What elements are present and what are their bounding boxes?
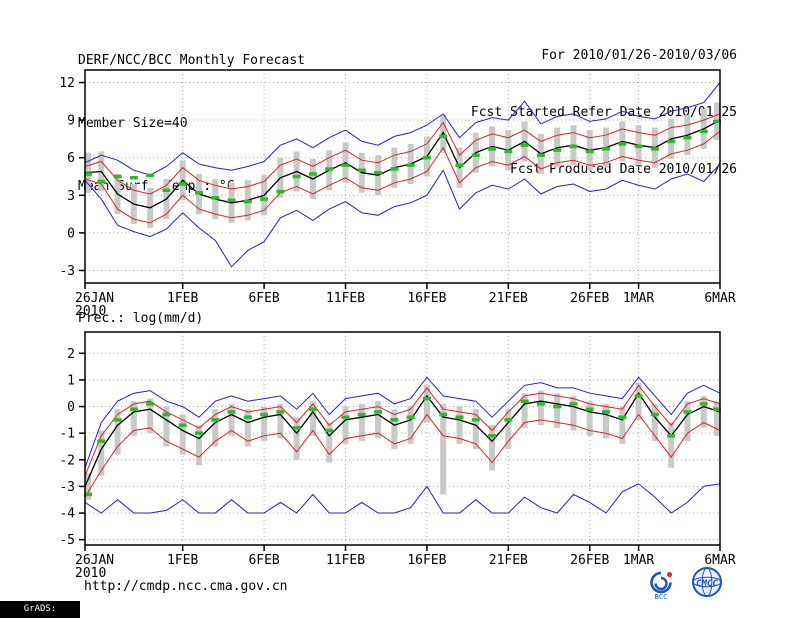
x-tick-label: 26FEB: [570, 553, 609, 568]
x-tick-label: 26FEB: [570, 291, 609, 306]
cmcc-logo-label: CMCC: [696, 579, 718, 589]
ensemble-mean-line: [84, 392, 721, 487]
ensemble-min-line: [84, 483, 721, 514]
x-tick-label: 1FEB: [167, 553, 198, 568]
forecast-range-label: For 2010/01/26-2010/03/06: [541, 48, 737, 63]
bcc-logo-label: BCC: [655, 593, 668, 601]
precip-panel-title: Prec.: log(mm/d): [78, 311, 204, 326]
y-tick-label: -2: [59, 453, 75, 468]
x-tick-label: 6FEB: [248, 553, 279, 568]
lower-quartile-line: [84, 413, 721, 498]
upper-quartile-line: [84, 113, 721, 195]
x-tick-label: 11FEB: [326, 553, 365, 568]
x-tick-label: 26JAN: [75, 553, 114, 568]
bcc-logo: BCC: [650, 571, 673, 601]
y-tick-label: -4: [59, 507, 75, 522]
lower-quartile-line: [84, 131, 721, 224]
website-url[interactable]: http://cmdp.ncc.cma.gov.cn: [84, 579, 288, 594]
plot-frame: [84, 331, 721, 546]
grads-credit: GrADS: COLA/IGES: [0, 601, 80, 618]
bcc-red-dot: [666, 571, 673, 578]
y-tick-label: 0: [67, 400, 75, 415]
x-tick-label: 1MAR: [623, 291, 654, 306]
bcc-swirl-inner: [654, 576, 668, 591]
x-tick-label: 26JAN: [75, 291, 114, 306]
x-tick-label: 6MAR: [704, 291, 735, 306]
y-tick-label: -3: [59, 480, 75, 495]
x-tick-label: 21FEB: [489, 553, 528, 568]
produced-date-label: Fcst Produced Date 2010/01/26: [510, 162, 737, 177]
y-tick-label: 0: [67, 226, 75, 241]
cmcc-logo-mark: CMCC: [692, 567, 722, 597]
bcc-logo-mark: BCC: [650, 571, 673, 601]
page-title: DERF/NCC/BCC Monthly Forecast: [78, 53, 305, 68]
x-tick-label: 16FEB: [407, 553, 446, 568]
x-tick-label: 6FEB: [248, 291, 279, 306]
y-tick-label: -5: [59, 533, 75, 548]
ensemble-max-line: [84, 376, 721, 468]
x-tick-label: 1FEB: [167, 291, 198, 306]
cmcc-logo: CMCC: [692, 567, 722, 597]
plot-frame: [84, 69, 721, 284]
x-tick-label: 1MAR: [623, 553, 654, 568]
y-tick-label: 2: [67, 347, 75, 362]
cmcc-meridian: [701, 567, 713, 597]
y-tick-label: 1: [67, 373, 75, 388]
y-tick-label: 9: [67, 114, 75, 129]
ensemble-min-line: [84, 163, 721, 268]
x-tick-label: 16FEB: [407, 291, 446, 306]
y-tick-label: 6: [67, 151, 75, 166]
x-tick-label: 6MAR: [704, 553, 735, 568]
y-tick-label: 3: [67, 189, 75, 204]
x-tick-label: 11FEB: [326, 291, 365, 306]
x-tick-label: 21FEB: [489, 291, 528, 306]
upper-quartile-line: [84, 384, 721, 476]
ensemble-max-line: [84, 82, 721, 176]
x-tick-sublabel: 2010: [75, 566, 106, 581]
y-tick-label: -3: [59, 264, 75, 279]
header-right: For 2010/01/26-2010/03/06 Fcst Started R…: [471, 8, 737, 217]
y-tick-label: 12: [59, 76, 75, 91]
y-tick-label: -1: [59, 427, 75, 442]
ensemble-mean-line: [84, 119, 721, 209]
cmcc-parallel: [692, 576, 722, 588]
bcc-swirl-outer: [650, 571, 672, 594]
x-tick-sublabel: 2010: [75, 304, 106, 319]
